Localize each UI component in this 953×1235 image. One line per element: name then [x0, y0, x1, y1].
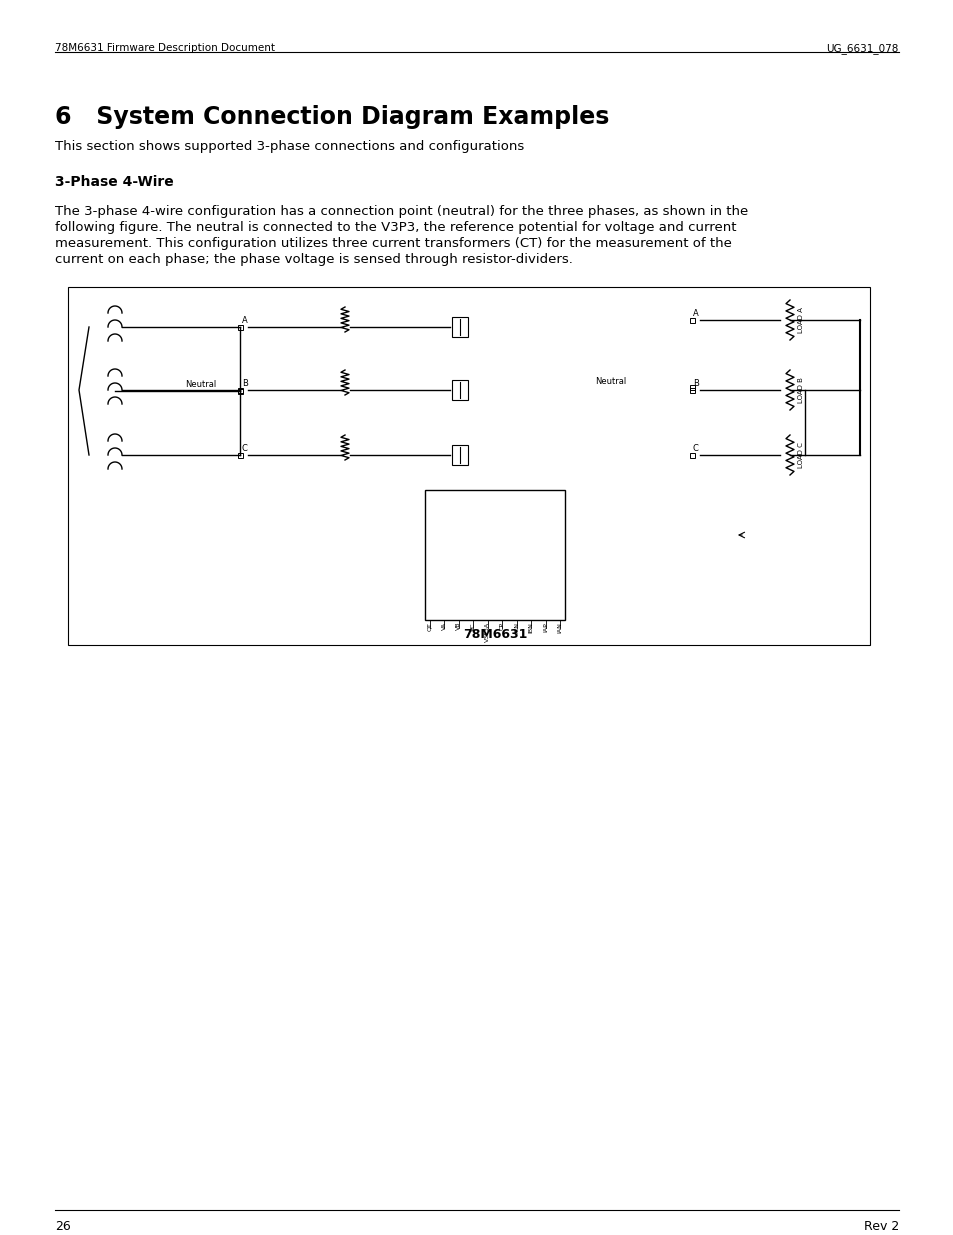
Bar [237, 388, 243, 393]
Bar [452, 445, 468, 466]
Text: Rev 2: Rev 2 [862, 1220, 898, 1233]
Text: This section shows supported 3-phase connections and configurations: This section shows supported 3-phase con… [55, 140, 524, 153]
Bar [452, 317, 468, 337]
Text: C: C [692, 445, 699, 453]
Text: following figure. The neutral is connected to the V3P3, the reference potential : following figure. The neutral is connect… [55, 221, 736, 233]
Bar [424, 490, 564, 620]
Text: LOAD B: LOAD B [797, 377, 803, 403]
Text: V3P3A: V3P3A [485, 622, 490, 642]
Text: IAN: IAN [557, 622, 562, 632]
Text: A: A [242, 316, 248, 325]
Text: VA: VA [441, 622, 446, 630]
Bar [689, 388, 695, 393]
Text: ICN: ICN [514, 622, 518, 634]
Text: CP: CP [499, 622, 504, 630]
Bar [237, 325, 243, 330]
Bar [237, 389, 243, 394]
Text: 3-Phase 4-Wire: 3-Phase 4-Wire [55, 175, 173, 189]
Text: C: C [242, 445, 248, 453]
Bar [452, 380, 468, 400]
Text: VC: VC [471, 622, 476, 631]
Text: B: B [692, 379, 699, 388]
Text: IBN: IBN [528, 622, 533, 632]
Text: 6   System Connection Diagram Examples: 6 System Connection Diagram Examples [55, 105, 609, 128]
Text: VB: VB [456, 622, 461, 631]
Text: 78M6631 Firmware Description Document: 78M6631 Firmware Description Document [55, 43, 274, 53]
Text: UG_6631_078: UG_6631_078 [825, 43, 898, 54]
Text: measurement. This configuration utilizes three current transformers (CT) for the: measurement. This configuration utilizes… [55, 237, 731, 249]
Text: A: A [692, 309, 698, 317]
Bar [237, 452, 243, 457]
Bar [689, 385, 695, 390]
Bar [689, 452, 695, 457]
Bar [68, 287, 869, 645]
Bar [689, 317, 695, 322]
Text: The 3-phase 4-wire configuration has a connection point (neutral) for the three : The 3-phase 4-wire configuration has a c… [55, 205, 747, 219]
Text: Neutral: Neutral [185, 380, 216, 389]
Text: QT: QT [427, 622, 432, 631]
Text: IAP: IAP [542, 622, 547, 632]
Text: 78M6631: 78M6631 [462, 629, 527, 641]
Text: Neutral: Neutral [595, 377, 625, 385]
Text: 26: 26 [55, 1220, 71, 1233]
Text: B: B [242, 379, 248, 388]
Text: current on each phase; the phase voltage is sensed through resistor-dividers.: current on each phase; the phase voltage… [55, 253, 572, 266]
Text: LOAD C: LOAD C [797, 442, 803, 468]
Text: LOAD A: LOAD A [797, 308, 803, 333]
